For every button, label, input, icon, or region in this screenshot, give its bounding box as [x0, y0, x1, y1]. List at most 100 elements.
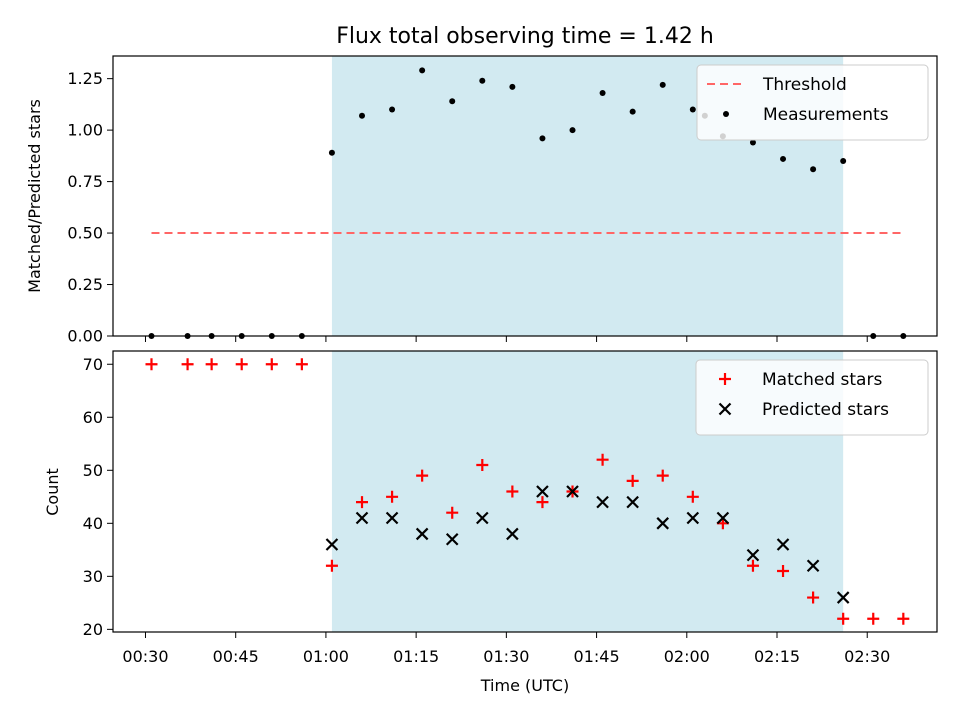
axes-frame [112, 55, 938, 337]
chart-title: Flux total observing time = 1.42 h [336, 24, 714, 49]
matched-star-point [596, 453, 609, 466]
legend-predicted-swatch [718, 402, 732, 416]
matched-star-point [181, 358, 194, 371]
measurement-point [659, 81, 666, 88]
predicted-star-point [836, 591, 850, 604]
y-axis-label-count: Count [43, 468, 62, 516]
matched-star-point [446, 506, 459, 519]
matched-star-point [356, 496, 369, 509]
measurement-point [419, 67, 426, 74]
predicted-star-point [476, 511, 489, 525]
legend-label: Predicted stars [762, 400, 889, 420]
predicted-star-point [626, 495, 639, 509]
matched-star-point [295, 358, 308, 371]
matched-star-point [777, 565, 790, 578]
matched-star-point [506, 485, 519, 498]
legend-label: Measurements [763, 105, 889, 125]
x-axis-label-time: Time (UTC) [480, 676, 569, 695]
predicted-star-point [806, 559, 820, 573]
matched-star-point [386, 490, 399, 503]
x-tick-label: 01:30 [483, 647, 529, 666]
predicted-star-point [355, 511, 369, 525]
measurement-point [449, 98, 456, 105]
y-tick-label: 30 [83, 567, 103, 586]
matched-star-point [265, 358, 278, 371]
predicted-star-point [415, 527, 429, 541]
x-tick-label: 01:45 [574, 647, 620, 666]
y-tick-label: 20 [83, 620, 103, 639]
predicted-star-point [776, 538, 790, 551]
predicted-star-point [506, 527, 519, 541]
matched-star-point [837, 612, 850, 625]
flux-ratio-panel: Flux total observing time = 1.42 h 0.000… [25, 24, 938, 346]
matched-star-point [145, 358, 158, 371]
measurement-point [780, 155, 787, 162]
matched-star-point [626, 474, 639, 487]
matched-star-point [807, 591, 820, 604]
y-tick-label: 60 [83, 408, 103, 427]
predicted-star-point [445, 532, 459, 546]
x-tick-label: 02:00 [664, 647, 710, 666]
measurement-point [539, 135, 546, 142]
legend-box [696, 64, 929, 141]
flux-ratio-plot-area: 0.00 0.25 0.50 0.75 1.00 1.25 Threshold Measure… [67, 55, 938, 346]
measurement-point [389, 106, 396, 113]
matched-star-point [205, 358, 218, 371]
matched-star-point [235, 358, 248, 371]
star-count-panel: 20 30 40 50 60 70 00:30 00:45 01:00 01:15 01:30 01:… [43, 350, 938, 695]
predicted-star-point [716, 511, 730, 525]
matched-star-point [325, 559, 338, 572]
y-tick-label: 40 [83, 514, 103, 533]
y-tick-label: 50 [83, 461, 103, 480]
y-axis-label-ratio: Matched/Predicted stars [25, 99, 44, 293]
legend: Threshold Measurements [696, 64, 929, 141]
x-tick-label: 00:45 [213, 647, 259, 666]
legend-measurement-swatch [723, 111, 729, 117]
predicted-star-point [566, 485, 579, 498]
predicted-star-point [656, 517, 670, 530]
matched-star-point [536, 496, 549, 509]
matched-star-point [746, 559, 759, 572]
measurement-point [749, 139, 756, 146]
axes-frame [112, 350, 938, 633]
matched-star-point [686, 490, 699, 503]
measurement-point [689, 106, 696, 113]
y-tick-label: 1.25 [67, 69, 103, 88]
legend-label: Threshold [762, 75, 847, 95]
predicted-star-point [536, 485, 549, 498]
y-tick-label: 70 [83, 355, 103, 374]
y-tick-label: 0.75 [67, 172, 103, 191]
matched-star-point [656, 469, 669, 482]
x-tick-label: 00:30 [122, 647, 168, 666]
measurement-point [569, 127, 576, 134]
measurement-point [810, 166, 817, 173]
predicted-star-point [325, 538, 339, 551]
x-tick-label: 02:15 [754, 647, 800, 666]
measurement-point [840, 158, 847, 164]
legend: Matched stars Predicted stars [695, 359, 929, 436]
matched-star-point [897, 612, 910, 625]
legend-matched-swatch [719, 373, 731, 385]
measurement-point [328, 149, 335, 156]
predicted-star-point [596, 495, 609, 509]
matched-star-point [867, 612, 880, 625]
x-tick-label: 02:30 [844, 647, 890, 666]
matched-star-point [416, 469, 429, 482]
y-tick-label: 0.50 [67, 224, 103, 243]
legend-label: Matched stars [762, 370, 882, 390]
legend-box [695, 359, 929, 436]
x-tick-label: 01:15 [393, 647, 439, 666]
x-tick-label: 01:00 [303, 647, 349, 666]
y-tick-label: 0.00 [67, 327, 103, 346]
measurement-point [629, 108, 636, 115]
measurement-point [479, 77, 486, 84]
measurement-point [359, 112, 366, 119]
star-count-plot-area: 20 30 40 50 60 70 00:30 00:45 01:00 01:15 01:30 01:… [83, 350, 938, 666]
predicted-star-point [686, 511, 700, 525]
measurement-point [509, 83, 516, 90]
y-tick-label: 0.25 [67, 275, 103, 294]
predicted-star-point [746, 548, 760, 562]
y-tick-label: 1.00 [67, 121, 103, 140]
measurement-point [599, 90, 606, 97]
